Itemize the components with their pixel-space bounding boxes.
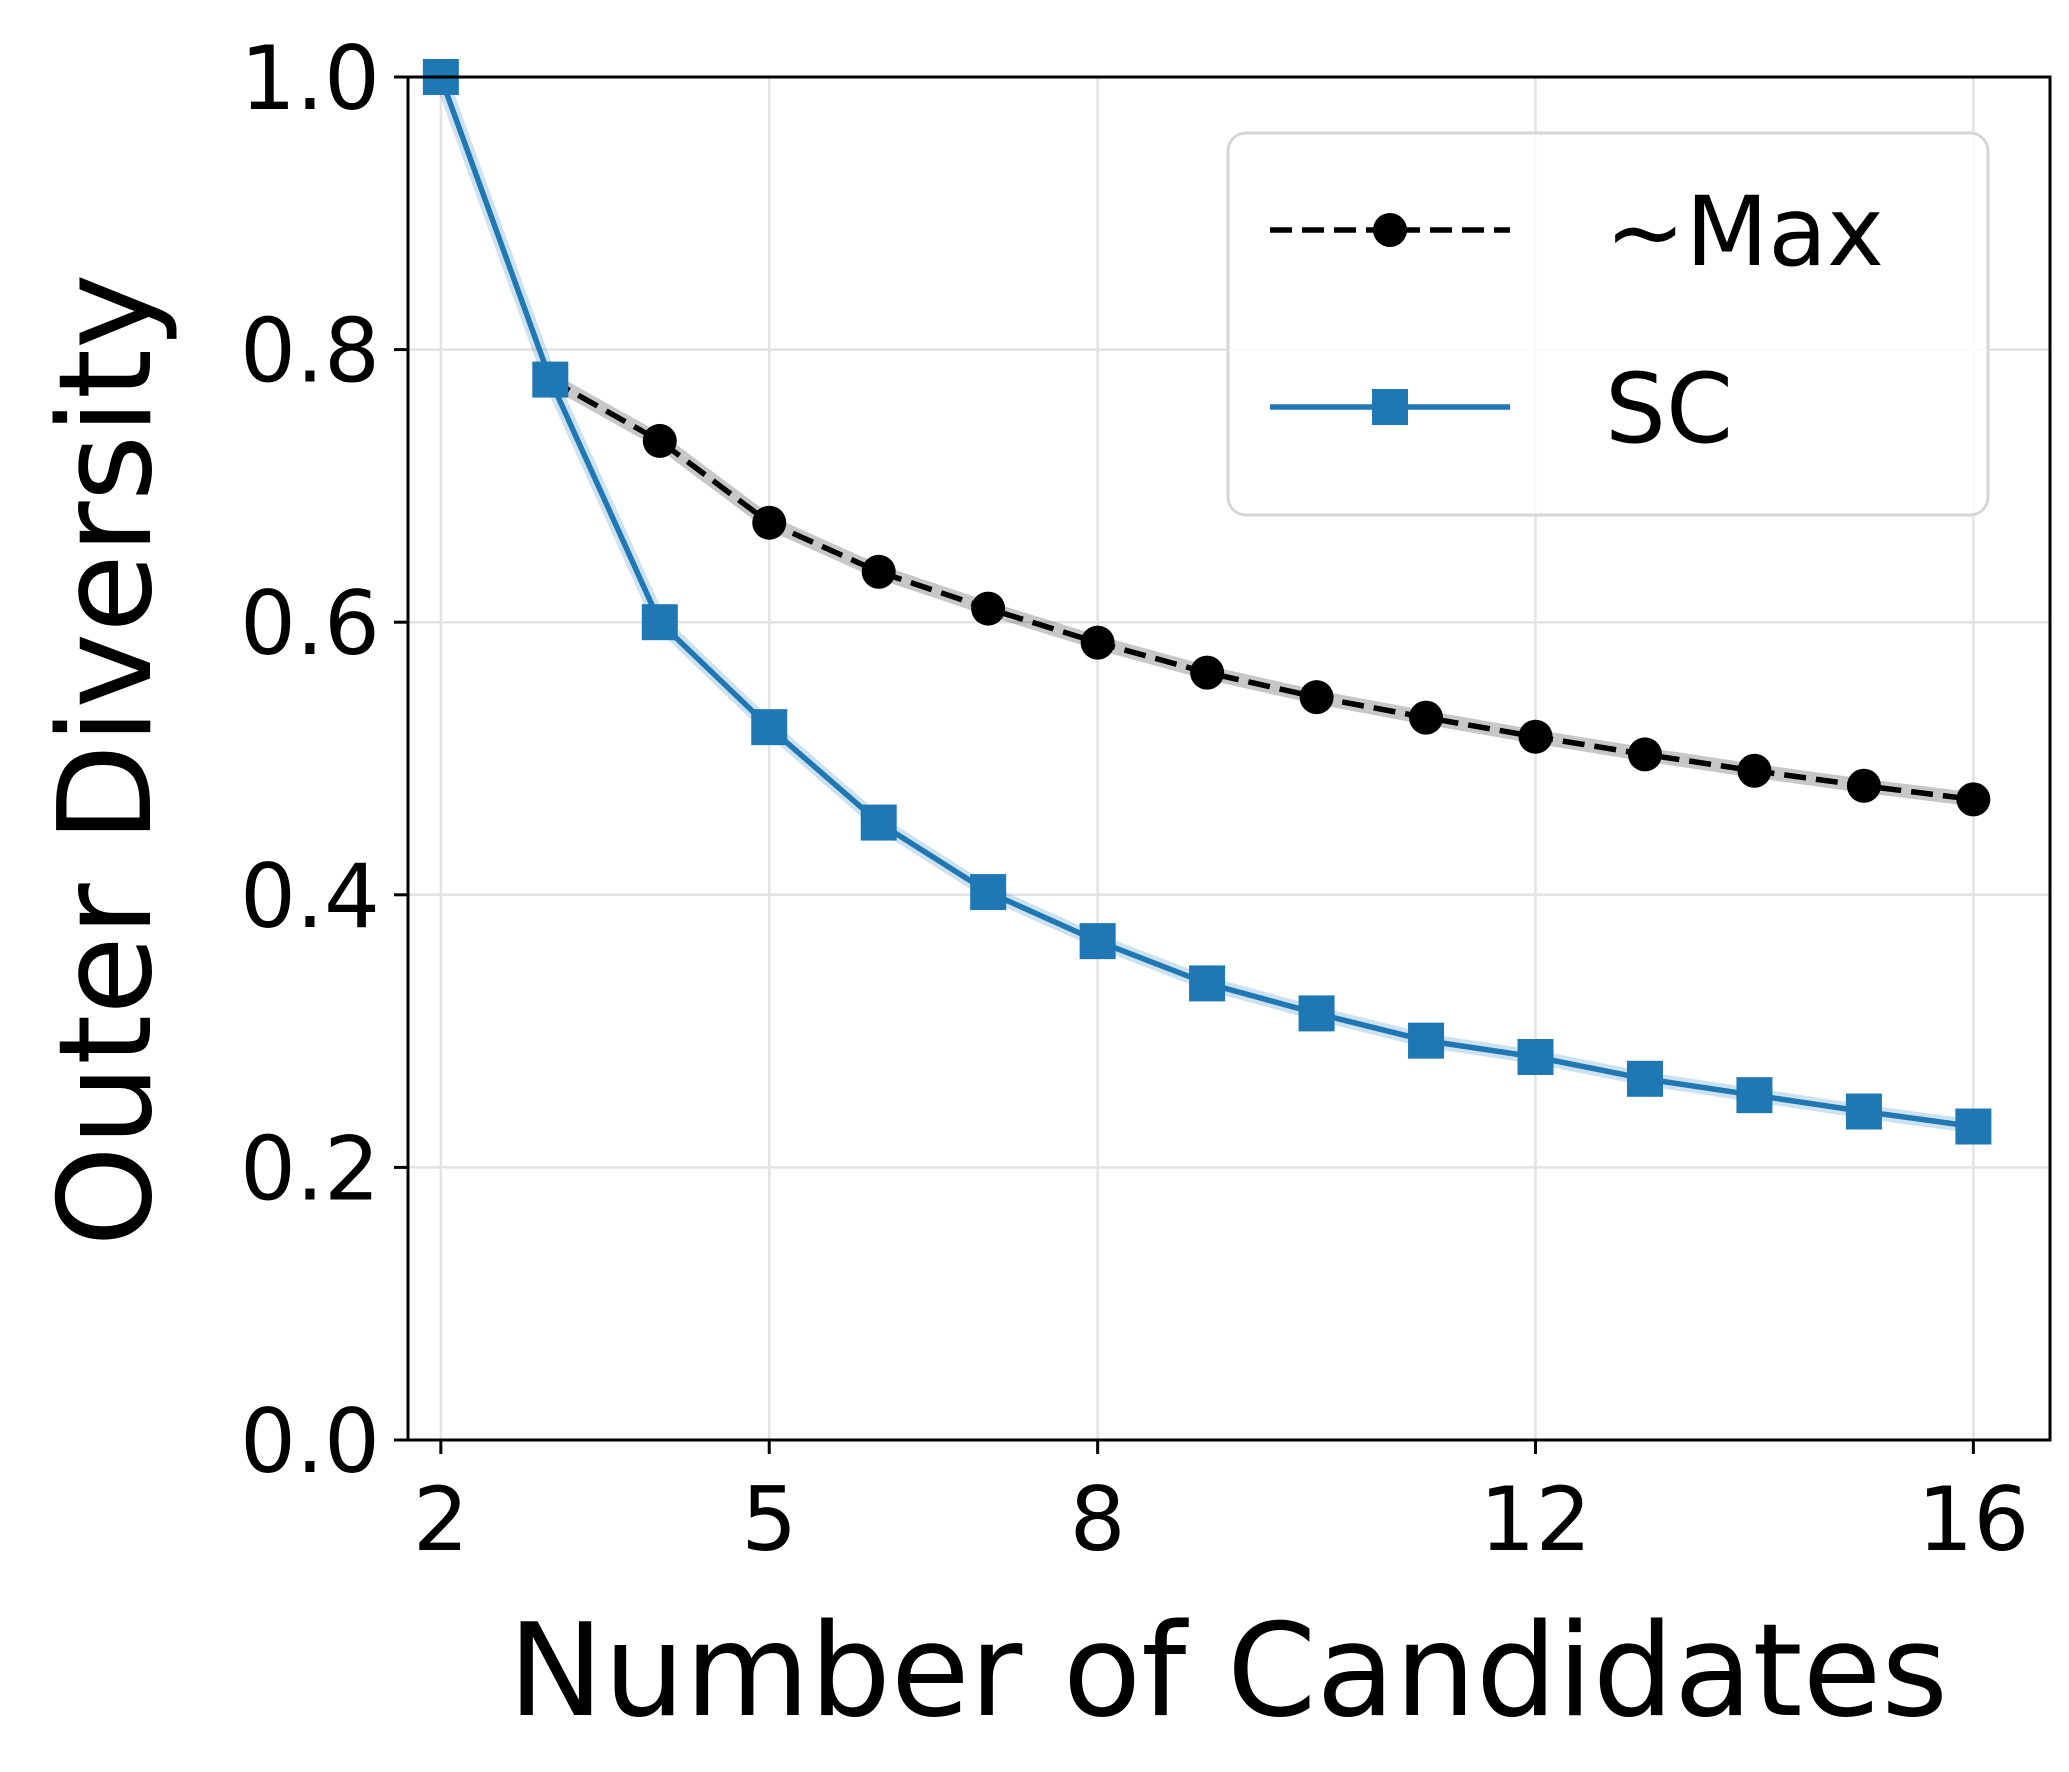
data-point-square xyxy=(751,709,788,746)
y-tick-label: 0.8 xyxy=(240,300,380,403)
x-axis-title: Number of Candidates xyxy=(508,1597,1948,1746)
data-point-square xyxy=(1955,1108,1992,1145)
legend-label: SC xyxy=(1605,353,1733,465)
data-point-circle xyxy=(1190,655,1225,690)
data-point-circle xyxy=(1080,625,1115,660)
data-point-square xyxy=(860,804,897,841)
y-tick-label: 0.4 xyxy=(240,845,380,948)
data-point-square xyxy=(1408,1022,1445,1059)
legend-label: ~Max xyxy=(1605,176,1884,288)
x-tick-label: 12 xyxy=(1480,1468,1592,1571)
legend-marker-square xyxy=(1372,389,1408,425)
data-point-circle xyxy=(1627,737,1662,772)
data-point-circle xyxy=(1409,700,1444,735)
y-tick-label: 0.6 xyxy=(240,572,380,675)
data-point-square xyxy=(1736,1077,1773,1114)
plot-frame xyxy=(406,75,2052,1442)
data-point-circle xyxy=(1956,782,1991,817)
series-line xyxy=(548,377,1974,803)
data-point-square xyxy=(970,874,1007,911)
data-point-square xyxy=(1189,965,1226,1002)
legend-marker-circle xyxy=(1373,213,1407,247)
data-point-square xyxy=(532,361,569,398)
data-point-square xyxy=(1079,923,1116,960)
data-point-circle xyxy=(1737,753,1772,788)
y-tick-label: 0.0 xyxy=(240,1390,380,1493)
data-point-circle xyxy=(1299,680,1334,715)
axis-ticks: 2 5 8 12 16 0.0 0.2 0.4 0.6 0.8 1.0 xyxy=(240,27,2029,1571)
series-sc xyxy=(422,59,1992,1145)
data-point-circle xyxy=(1846,768,1881,803)
x-tick-label: 2 xyxy=(413,1468,469,1571)
y-tick-label: 1.0 xyxy=(240,27,380,130)
y-axis-title: Outer Diversity xyxy=(32,273,181,1247)
data-point-circle xyxy=(642,423,677,458)
data-point-circle xyxy=(861,554,896,589)
data-point-square xyxy=(1845,1093,1882,1130)
data-point-circle xyxy=(971,591,1006,626)
y-tick-label: 0.2 xyxy=(240,1117,380,1220)
data-point-square xyxy=(1626,1060,1663,1097)
series-layer xyxy=(422,59,1992,1145)
data-point-square xyxy=(1517,1038,1554,1075)
x-tick-label: 16 xyxy=(1917,1468,2029,1571)
data-point-square xyxy=(1298,995,1335,1032)
x-tick-label: 8 xyxy=(1070,1468,1126,1571)
legend: ~Max SC xyxy=(1226,131,1990,517)
x-tick-label: 5 xyxy=(741,1468,797,1571)
data-point-circle xyxy=(752,505,787,540)
data-point-circle xyxy=(1518,719,1553,754)
data-point-square xyxy=(641,604,678,641)
